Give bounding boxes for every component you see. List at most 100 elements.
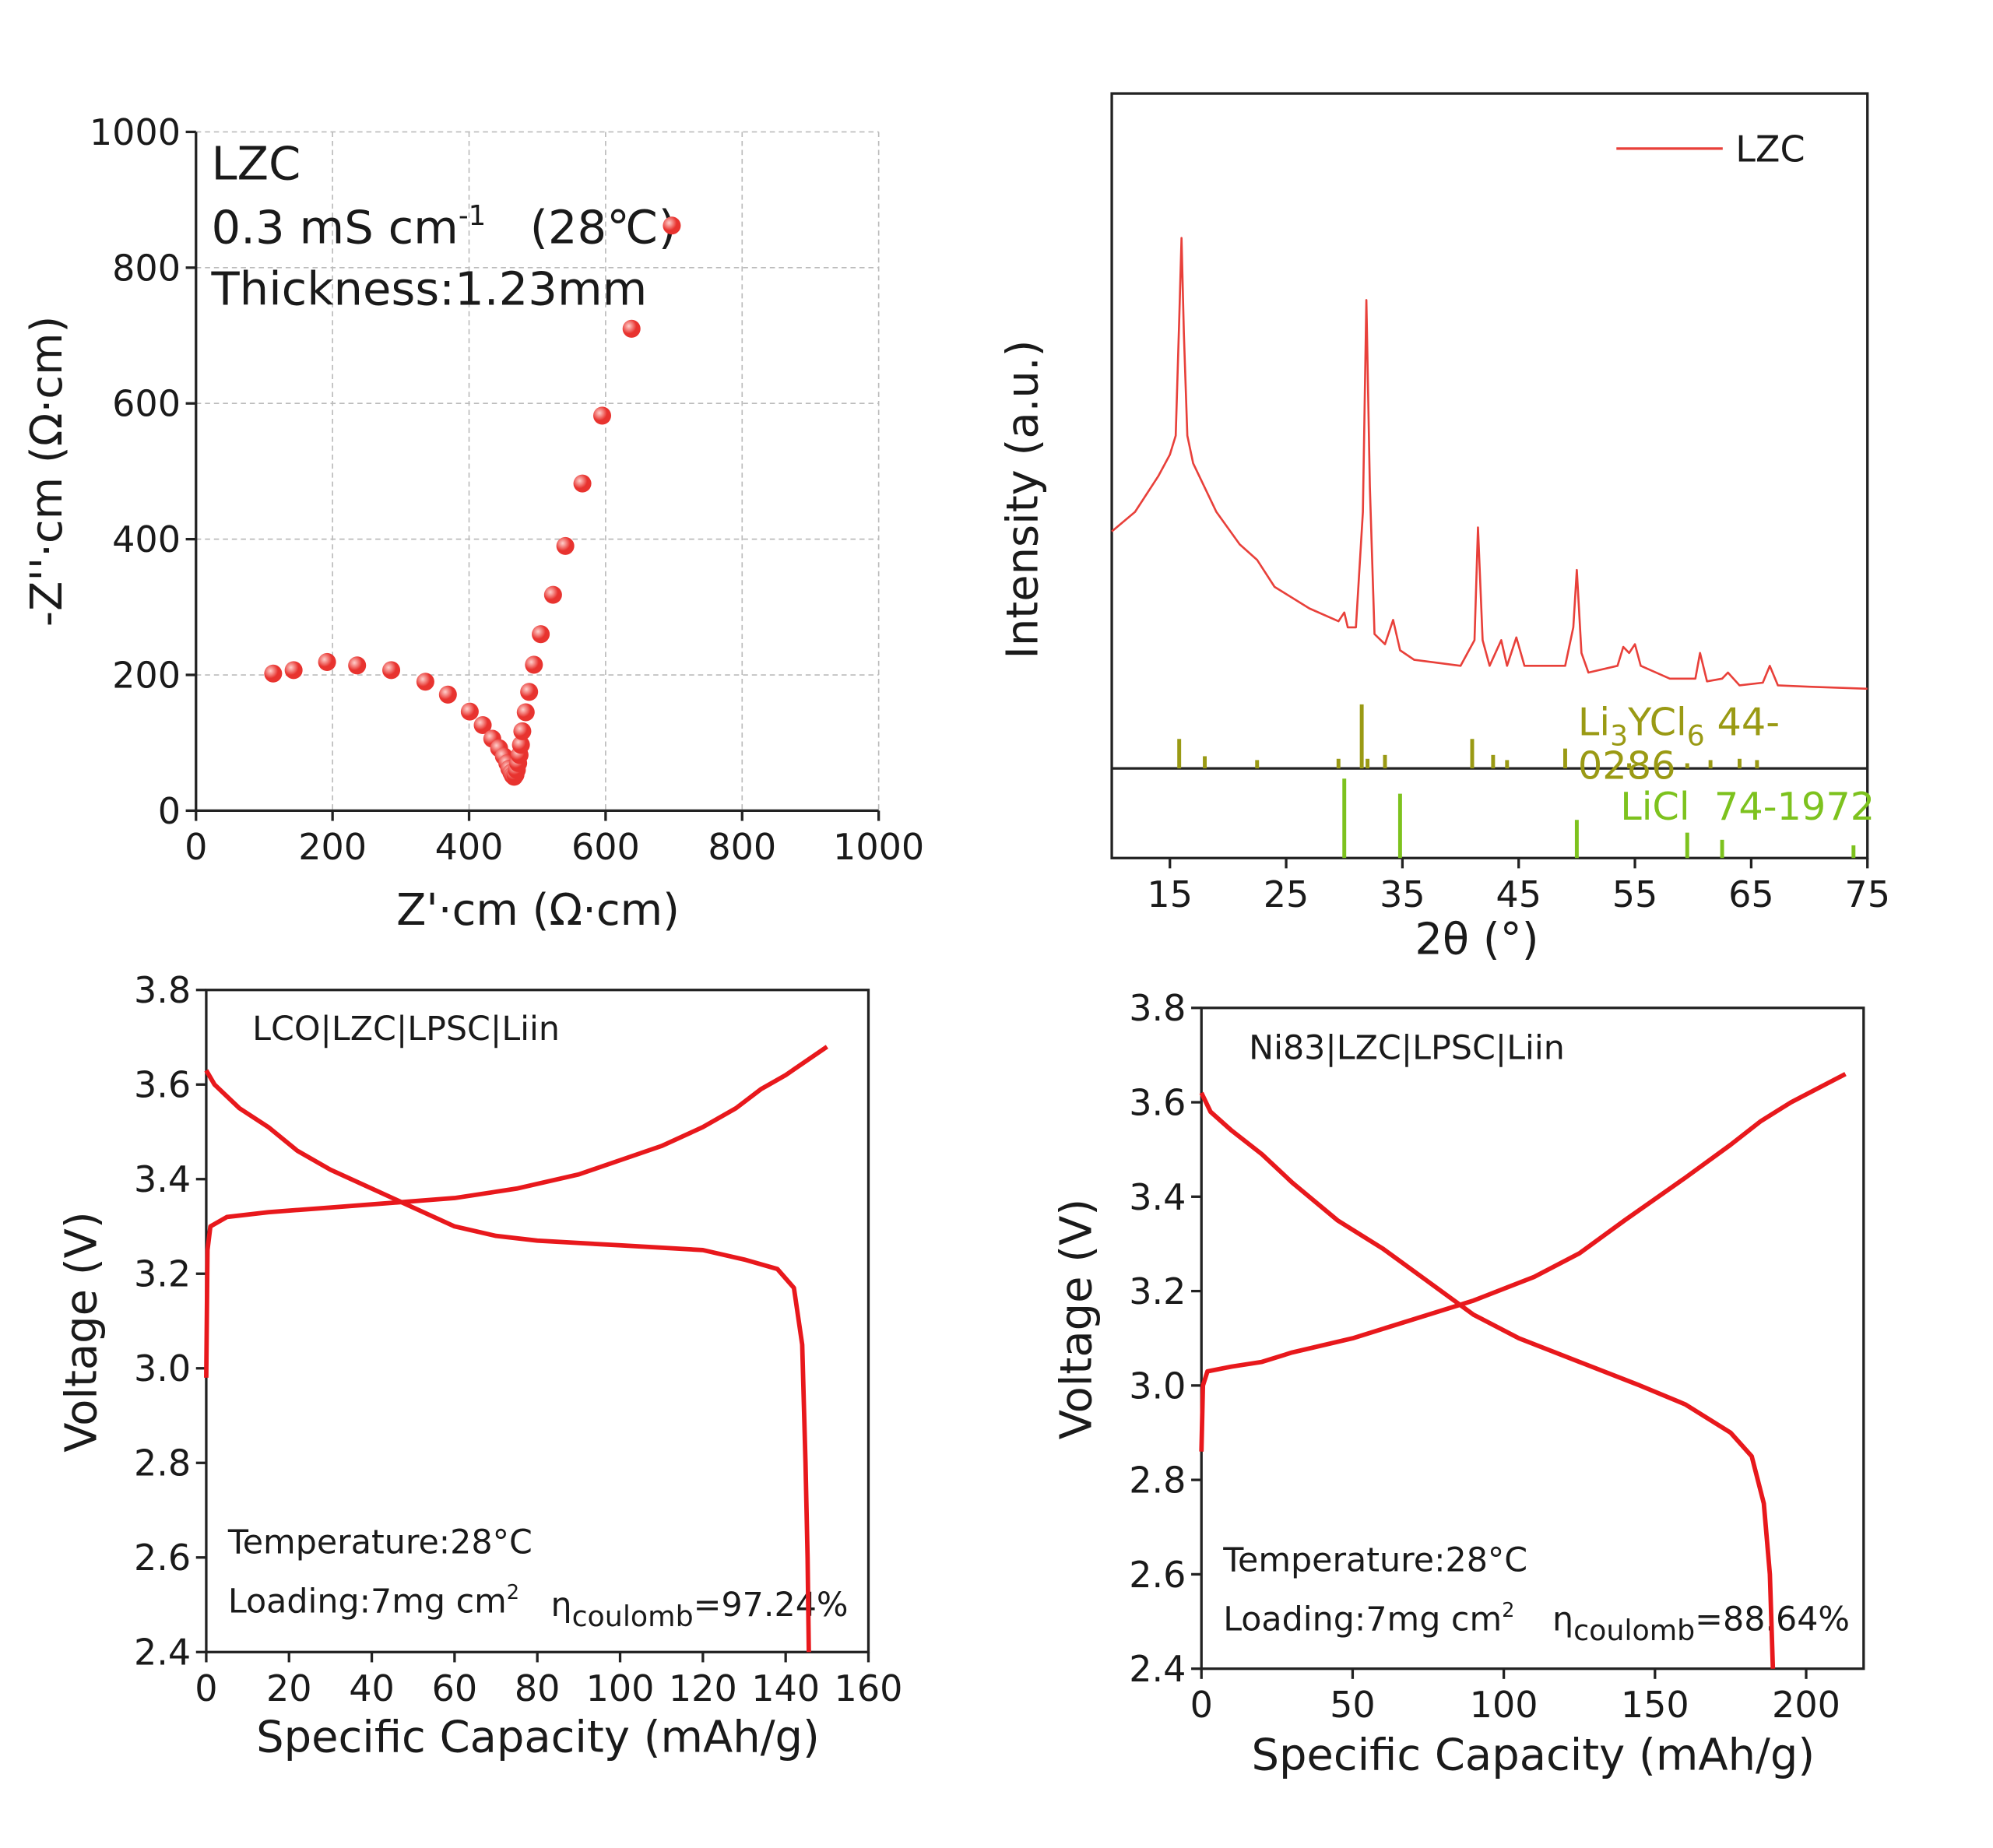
y-tick-label: 2.6	[134, 1537, 191, 1579]
y-tick-label: 3.8	[1129, 987, 1186, 1029]
x-tick-label: 65	[1728, 873, 1774, 915]
annotation: LZC	[212, 136, 301, 190]
y-tick-label: 3.8	[134, 969, 191, 1011]
x-axis-label: Specific Capacity (mAh/g)	[256, 1713, 820, 1763]
x-tick-label: 80	[515, 1667, 561, 1709]
annotation: Thickness:1.23mm	[211, 262, 648, 316]
scatter-point	[416, 673, 434, 691]
scatter-point	[382, 661, 401, 680]
x-tick-label: 75	[1844, 873, 1890, 915]
label-subscript: 6	[1687, 718, 1705, 752]
x-axis-label: 2θ (°)	[1415, 915, 1538, 965]
y-tick-label: 3.2	[1129, 1270, 1186, 1312]
scatter-point	[532, 625, 550, 644]
y-axis-label: Voltage (V)	[56, 1211, 107, 1452]
series-line	[204, 1069, 811, 1653]
annotation-tail: =97.24%	[694, 1586, 849, 1625]
series-line	[1199, 1072, 1847, 1452]
y-tick-label: 800	[112, 247, 181, 289]
x-tick-label: 55	[1612, 873, 1658, 915]
scatter-point	[516, 703, 535, 722]
y-tick-label: 200	[112, 654, 181, 696]
annotation: Loading:7mg cm2	[1223, 1599, 1514, 1639]
annotation-sup: -1	[459, 200, 486, 232]
y-tick-label: 3.4	[134, 1158, 191, 1200]
annotation: LCO|LZC|LPSC|Liin	[252, 1010, 560, 1049]
scatter-point	[573, 474, 592, 493]
scatter-point	[556, 536, 575, 555]
scatter-point	[264, 664, 283, 683]
x-tick-label: 45	[1496, 873, 1541, 915]
y-tick-label: 3.2	[134, 1253, 191, 1295]
scatter-point	[318, 652, 336, 671]
y-tick-label: 2.8	[134, 1442, 191, 1484]
y-tick-label: 2.4	[134, 1632, 191, 1674]
y-tick-label: 3.0	[134, 1347, 191, 1390]
y-tick-label: 400	[112, 518, 181, 560]
plot-frame	[1200, 1007, 1865, 1671]
x-tick-label: 600	[571, 826, 640, 868]
y-tick-label: 3.6	[134, 1064, 191, 1106]
annotation-sup: 2	[1502, 1599, 1514, 1622]
y-tick-label: 2.6	[1129, 1554, 1186, 1596]
x-axis-label: Z'·cm (Ω·cm)	[396, 885, 680, 936]
x-tick-label: 100	[586, 1667, 655, 1709]
x-tick-label: 120	[669, 1667, 737, 1709]
scatter-point	[438, 685, 457, 704]
y-axis-label: -Z''·cm (Ω·cm)	[22, 316, 72, 627]
annotation: Temperature:28°C	[1222, 1541, 1527, 1580]
label-text: Li	[1578, 699, 1610, 744]
label-text: YCl	[1627, 699, 1687, 744]
x-tick-label: 15	[1147, 873, 1193, 915]
label-text: 0286	[1578, 743, 1676, 788]
annotation: ηcoulomb=97.24%	[550, 1586, 848, 1633]
reference-label: LiCl 74-1972	[1620, 784, 1875, 829]
label-text: LiCl 74-1972	[1620, 784, 1875, 829]
annotation-sub: coulomb	[572, 1600, 694, 1633]
annotation: Temperature:28°C	[227, 1523, 533, 1562]
x-tick-label: 100	[1470, 1684, 1538, 1726]
annotation-tail: (28℃)	[486, 201, 677, 255]
scatter-point	[622, 319, 641, 338]
x-tick-label: 20	[266, 1667, 312, 1709]
y-tick-label: 3.6	[1129, 1081, 1186, 1123]
x-tick-label: 50	[1330, 1684, 1376, 1726]
annotation-sub: coulomb	[1573, 1614, 1695, 1647]
x-tick-label: 800	[708, 826, 776, 868]
series-line	[1111, 237, 1868, 690]
scatter-point	[511, 736, 530, 754]
x-axis-label: Specific Capacity (mAh/g)	[1251, 1730, 1815, 1781]
y-tick-label: 3.0	[1129, 1365, 1186, 1407]
scatter-point	[663, 216, 681, 235]
label-subscript: 3	[1610, 718, 1628, 752]
reference-label: Li3YCl6 44- 0286	[1578, 699, 1780, 788]
x-tick-label: 0	[1190, 1684, 1213, 1726]
y-axis-label: Voltage (V)	[1052, 1199, 1102, 1439]
series-line	[204, 1045, 828, 1378]
y-tick-label: 600	[112, 383, 181, 425]
x-tick-label: 0	[195, 1667, 217, 1709]
x-tick-label: 35	[1380, 873, 1425, 915]
y-axis-label: Intensity (a.u.)	[998, 340, 1049, 659]
y-tick-label: 2.8	[1129, 1460, 1186, 1502]
scatter-point	[525, 655, 543, 674]
scatter-point	[348, 656, 367, 675]
annotation-text: Loading:7mg cm	[1223, 1600, 1502, 1639]
scatter-point	[592, 406, 612, 425]
scatter-point	[284, 661, 303, 680]
x-tick-label: 150	[1621, 1684, 1689, 1726]
y-tick-label: 2.4	[1129, 1648, 1186, 1690]
x-tick-label: 400	[435, 826, 504, 868]
annotation: Loading:7mg cm2	[228, 1581, 519, 1621]
annotation-text: η	[550, 1586, 571, 1625]
annotation-text: η	[1552, 1600, 1573, 1639]
x-tick-label: 60	[432, 1667, 478, 1709]
y-tick-label: 3.4	[1129, 1176, 1186, 1218]
y-tick-label: 1000	[90, 111, 181, 153]
x-tick-label: 0	[185, 826, 207, 868]
annotation-text: Loading:7mg cm	[228, 1582, 507, 1621]
x-tick-label: 1000	[833, 826, 924, 868]
x-tick-label: 160	[835, 1667, 903, 1709]
annotation-sup: 2	[507, 1581, 519, 1604]
